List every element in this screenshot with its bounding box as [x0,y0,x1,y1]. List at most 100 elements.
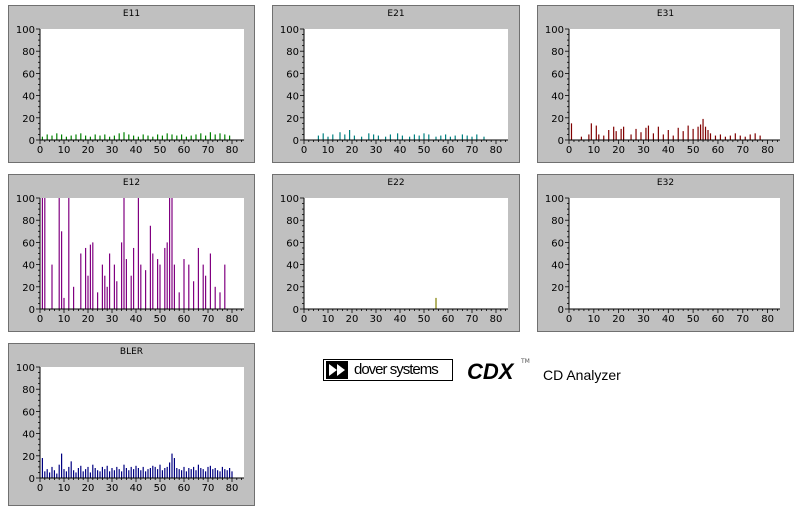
y-tick-label: 80 [551,216,564,227]
x-tick-label: 20 [346,145,359,156]
x-tick-label: 50 [687,145,700,156]
y-tick-label: 100 [280,194,299,205]
x-tick-label: 20 [82,145,95,156]
y-tick-label: 20 [551,283,564,294]
x-tick-label: 80 [761,314,774,325]
y-tick-label: 80 [286,216,299,227]
x-tick-label: 40 [662,145,675,156]
plot-area [40,198,244,309]
y-tick-label: 80 [551,47,564,58]
x-tick-label: 10 [322,145,335,156]
x-tick-label: 10 [322,314,335,325]
x-tick-label: 40 [130,483,143,494]
y-tick-label: 100 [280,25,299,36]
y-tick-label: 20 [286,114,299,125]
chart-title: E22 [387,178,405,188]
x-tick-label: 10 [58,314,71,325]
y-tick-label: 40 [22,92,35,103]
y-tick-label: 0 [29,305,35,316]
y-tick-label: 80 [22,385,35,396]
x-tick-label: 70 [736,145,749,156]
x-tick-label: 20 [82,314,95,325]
y-tick-label: 40 [286,261,299,272]
y-tick-label: 0 [29,136,35,147]
x-tick-label: 30 [106,145,119,156]
x-tick-label: 30 [637,145,650,156]
chart-title: E31 [656,9,675,19]
x-tick-label: 50 [687,314,700,325]
x-tick-label: 30 [637,314,650,325]
chart-panel-bler: BLER 0 10 20 30 40 50 60 70 80 0 20 40 60 80 100 [8,343,255,506]
x-tick-label: 60 [442,145,455,156]
plot-area [569,198,780,309]
y-tick-label: 20 [22,452,35,463]
x-tick-label: 0 [301,145,307,156]
y-tick-label: 100 [16,363,35,374]
y-tick-label: 40 [286,92,299,103]
x-tick-label: 40 [130,314,143,325]
plot-area [569,29,780,140]
dover-systems-logo: dover systems [323,359,453,381]
x-tick-label: 20 [82,483,95,494]
x-tick-label: 50 [418,145,431,156]
chart-svg: 0 10 20 30 40 50 60 70 80 0 20 40 60 80 100 [16,25,244,156]
dover-logo-mark-icon [326,361,348,379]
x-tick-label: 30 [106,483,119,494]
x-tick-label: 0 [566,314,572,325]
x-tick-label: 10 [58,483,71,494]
chart-svg: 0 10 20 30 40 50 60 70 80 0 20 40 60 80 100 [16,194,244,325]
y-tick-label: 60 [551,69,564,80]
product-code: CDX [467,359,514,384]
plot-area [304,29,508,140]
chart-title: E21 [387,9,405,19]
y-tick-label: 60 [551,238,564,249]
x-tick-label: 60 [178,145,191,156]
x-tick-label: 40 [394,314,407,325]
chart-svg: 0 10 20 30 40 50 60 70 80 0 20 40 60 80 100 [16,363,244,494]
x-tick-label: 60 [178,483,191,494]
y-tick-label: 80 [22,47,35,58]
y-tick-label: 60 [22,407,35,418]
x-tick-label: 50 [418,314,431,325]
y-tick-label: 0 [293,305,299,316]
chart-svg: 0 10 20 30 40 50 60 70 80 0 20 40 60 80 100 [280,25,508,156]
y-tick-label: 40 [551,261,564,272]
x-tick-label: 30 [106,314,119,325]
x-tick-label: 30 [370,314,383,325]
y-tick-label: 60 [286,238,299,249]
x-tick-label: 20 [612,145,625,156]
x-tick-label: 0 [37,314,43,325]
chart-title: E11 [122,9,141,19]
x-tick-label: 80 [761,145,774,156]
chart-panel-e12: E12 0 10 20 30 40 50 60 70 80 0 20 40 60 80 100 [8,174,255,332]
x-tick-label: 60 [712,145,725,156]
x-tick-label: 40 [130,145,143,156]
chart-svg: 0 10 20 30 40 50 60 70 80 0 20 40 60 80 100 [280,194,508,325]
y-tick-label: 100 [545,194,564,205]
x-tick-label: 80 [226,483,239,494]
x-tick-label: 50 [154,483,167,494]
x-tick-label: 20 [612,314,625,325]
x-tick-label: 60 [178,314,191,325]
x-tick-label: 10 [587,314,600,325]
x-tick-label: 70 [202,483,215,494]
x-tick-label: 70 [202,314,215,325]
chart-panel-e11: E11 0 10 20 30 40 50 60 70 80 0 20 40 60 80 100 [8,5,255,163]
x-tick-label: 30 [370,145,383,156]
x-tick-label: 80 [490,314,503,325]
x-tick-label: 40 [394,145,407,156]
x-tick-label: 40 [662,314,675,325]
y-tick-label: 0 [29,474,35,485]
chart-svg: 0 10 20 30 40 50 60 70 80 0 20 40 60 80 100 [545,25,780,156]
x-tick-label: 70 [466,314,479,325]
y-tick-label: 80 [22,216,35,227]
y-tick-label: 60 [286,69,299,80]
y-tick-label: 40 [22,430,35,441]
brand-area: dover systems CDX TM CD Analyzer [323,358,643,388]
chart-title: BLER [119,347,144,357]
x-tick-label: 50 [154,145,167,156]
x-tick-label: 10 [58,145,71,156]
x-tick-label: 80 [490,145,503,156]
y-tick-label: 60 [22,69,35,80]
x-tick-label: 60 [442,314,455,325]
